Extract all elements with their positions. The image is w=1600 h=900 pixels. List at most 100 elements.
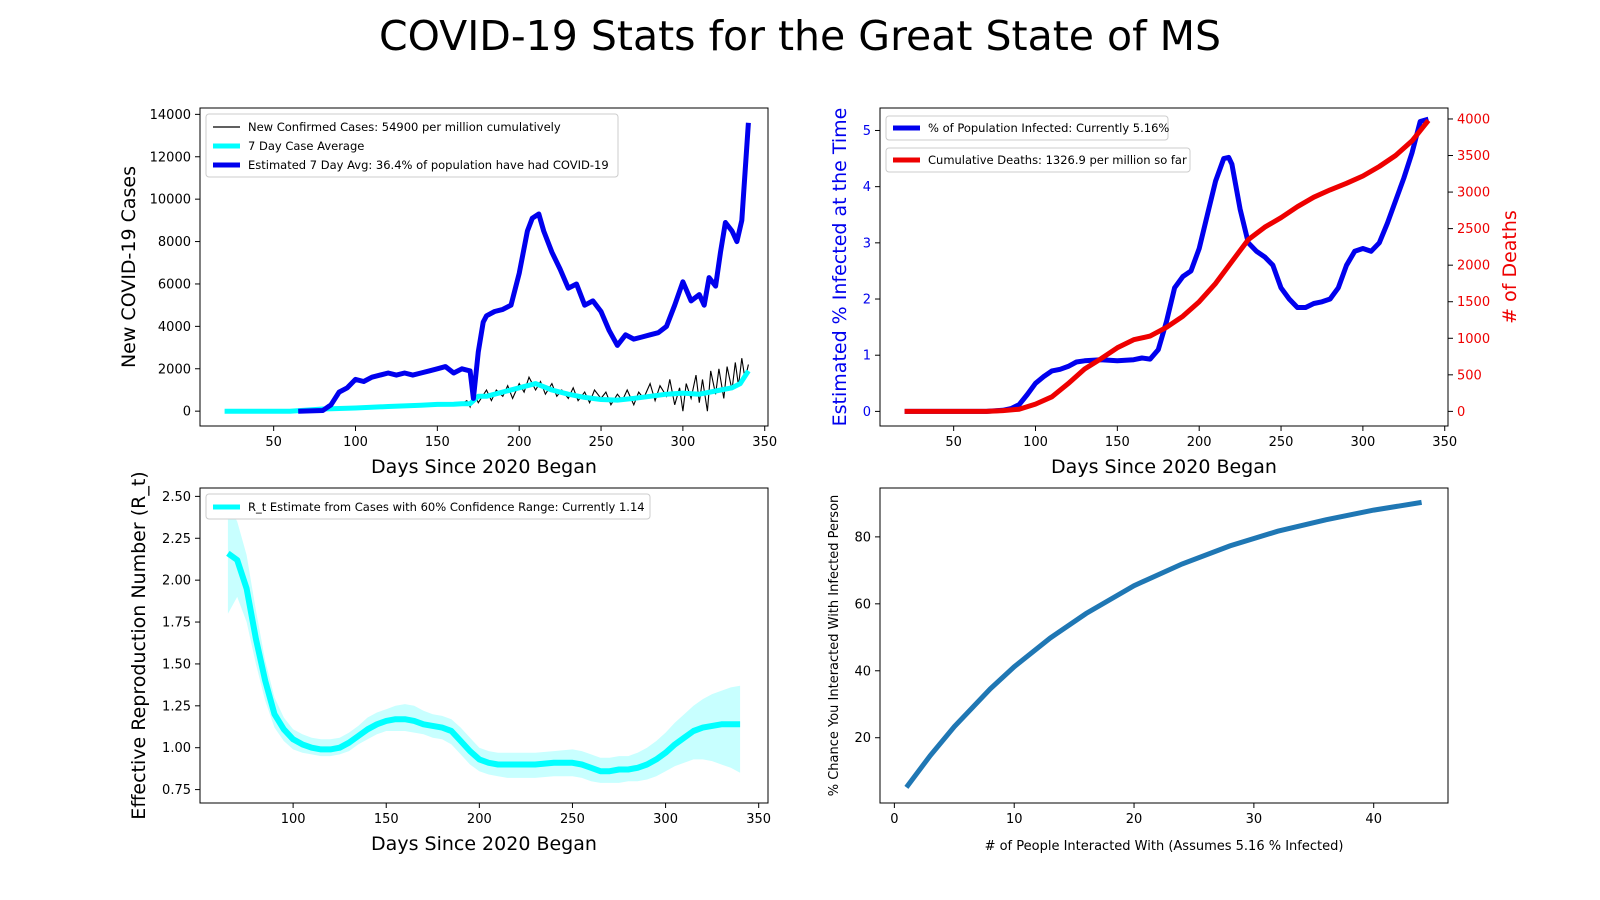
legend-deaths: Cumulative Deaths: 1326.9 per million so… [885,147,1191,173]
series-rt-estimate [226,550,741,775]
x-tick-label: 300 [1350,435,1375,450]
y-right-axis-label: # of Deaths [1499,210,1521,324]
y-tick-label: 40 [854,664,871,679]
x-tick-label: 20 [1126,812,1143,827]
y-tick-label: 3 [863,236,871,251]
x-tick-label: 200 [507,435,532,450]
y-right-tick-label: 3000 [1457,186,1490,201]
plot-area [904,116,1431,414]
legend-box [205,113,619,178]
legend-entry: R_t Estimate from Cases with 60% Confide… [248,500,645,514]
series-population-infected [904,116,1430,414]
y-tick-label: 0.75 [162,783,191,798]
series-7-day-average [224,369,751,414]
x-tick-label: 350 [746,812,771,827]
x-tick-label: 350 [1432,435,1457,450]
y-axis-label: New COVID-19 Cases [118,166,140,368]
y-tick-label: 20 [854,731,871,746]
x-axis-label: Days Since 2020 Began [371,833,597,855]
y-right-tick-label: 3500 [1457,149,1490,164]
page-title: COVID-19 Stats for the Great State of MS [379,12,1221,60]
x-tick-label: 200 [1187,435,1212,450]
plot-frame [199,107,769,427]
x-axis-label: # of People Interacted With (Assumes 5.1… [985,839,1344,854]
y-tick-label: 2.50 [162,490,191,505]
plot-area [224,122,751,414]
x-tick-label: 50 [265,435,282,450]
x-tick-label: 300 [653,812,678,827]
y-tick-label: 2000 [158,362,191,377]
legend-entry: New Confirmed Cases: 54900 per million c… [248,120,561,134]
plot-frame [199,487,769,804]
y-right-tick-label: 1500 [1457,295,1490,310]
y-tick-label: 0 [183,405,191,420]
x-tick-label: 250 [589,435,614,450]
legend-entry: % of Population Infected: Currently 5.16… [928,121,1169,135]
legend-infected: % of Population Infected: Currently 5.16… [885,115,1169,141]
plot-frame [879,107,1449,427]
y-axis-label: % Chance You Interacted With Infected Pe… [827,495,842,797]
y-right-tick-label: 2500 [1457,222,1490,237]
x-tick-label: 50 [945,435,962,450]
y-tick-label: 8000 [158,235,191,250]
y-tick-label: 2.25 [162,532,191,547]
x-tick-label: 100 [281,812,306,827]
x-tick-label: 100 [343,435,368,450]
y-tick-label: 10000 [150,193,191,208]
y-tick-label: 4000 [158,320,191,335]
x-tick-label: 250 [560,812,585,827]
chance-chart: 0 10 20 30 40 20 40 60 80 # of People Interacted … [827,487,1449,854]
y-tick-label: 5 [863,124,871,139]
y-tick-label: 4 [863,180,871,195]
y-tick-label: 12000 [150,150,191,165]
y-right-tick-label: 2000 [1457,259,1490,274]
y-right-tick-label: 4000 [1457,112,1490,127]
series-estimated-7-day-avg [298,122,751,414]
legend-box [205,493,651,520]
x-tick-label: 0 [890,812,898,827]
y-tick-label: 0 [863,405,871,420]
y-tick-label: 1 [863,349,871,364]
rt-chart: 100 150 200 250 300 350 0.75 1.00 1.25 1.50 1.75 2.… [128,471,771,855]
series-chance-curve [904,499,1422,789]
y-tick-label: 6000 [158,277,191,292]
y-tick-label: 1.50 [162,657,191,672]
x-tick-label: 150 [1105,435,1130,450]
x-tick-label: 150 [374,812,399,827]
plot-frame [879,487,1449,804]
y-tick-label: 1.75 [162,616,191,631]
x-tick-label: 150 [425,435,450,450]
series-cumulative-deaths [904,118,1431,414]
y-tick-label: 60 [854,597,871,612]
y-right-tick-label: 500 [1457,368,1482,383]
y-axis-label: Estimated % Infected at the Time [829,108,851,427]
plot-area [226,504,741,783]
y-tick-label: 14000 [150,108,191,123]
legend-box [885,147,1191,173]
legend-entry: 7 Day Case Average [248,139,364,153]
legend-box [885,115,1169,141]
x-tick-label: 30 [1246,812,1263,827]
x-tick-label: 10 [1006,812,1023,827]
x-axis-label: Days Since 2020 Began [371,456,597,478]
cases-chart: 50 100 150 200 250 300 350 0 2000 4000 6000 8000 100… [118,107,777,478]
x-tick-label: 100 [1023,435,1048,450]
x-tick-label: 40 [1365,812,1382,827]
x-tick-label: 200 [467,812,492,827]
legend-entry: Cumulative Deaths: 1326.9 per million so… [928,153,1187,167]
x-tick-label: 250 [1269,435,1294,450]
x-tick-label: 300 [670,435,695,450]
y-tick-label: 2 [863,293,871,308]
y-right-tick-label: 1000 [1457,332,1490,347]
y-tick-label: 80 [854,530,871,545]
x-tick-label: 350 [752,435,777,450]
y-tick-label: 1.00 [162,741,191,756]
y-right-tick-label: 0 [1457,405,1465,420]
y-tick-label: 1.25 [162,699,191,714]
confidence-band [227,504,741,783]
y-axis-label: Effective Reproduction Number (R_t) [128,471,150,819]
x-axis-label: Days Since 2020 Began [1051,456,1277,478]
y-tick-label: 2.00 [162,574,191,589]
